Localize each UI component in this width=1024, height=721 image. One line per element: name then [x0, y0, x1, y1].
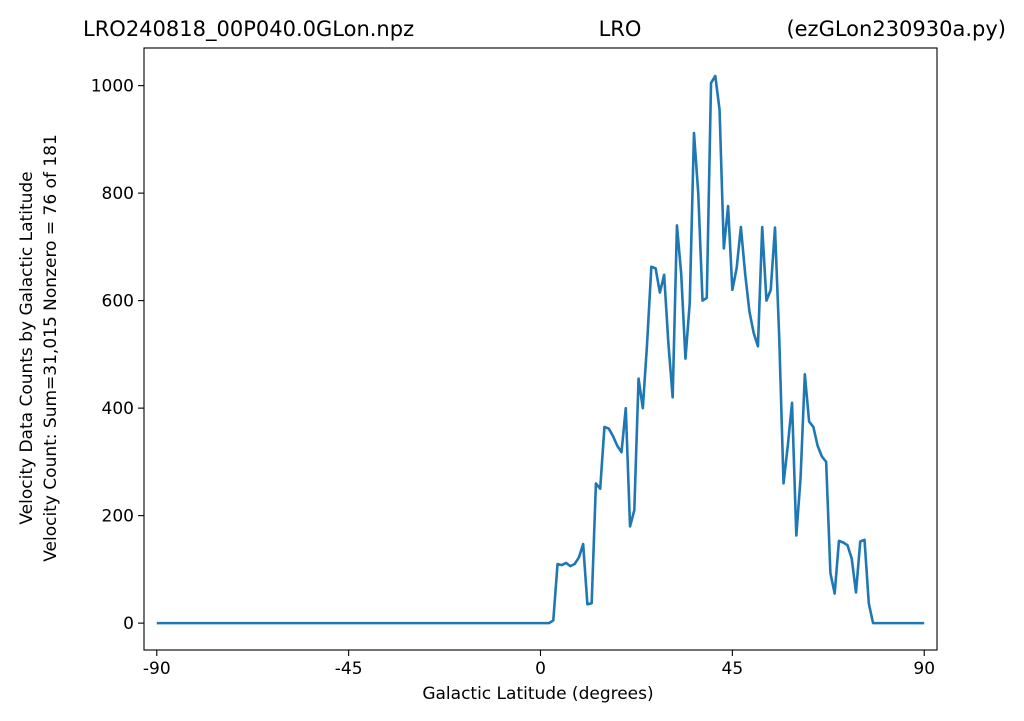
x-tick-label: 90 [913, 659, 935, 679]
y-axis-label-line1: Velocity Data Counts by Galactic Latitud… [17, 171, 37, 524]
y-tick-label: 600 [102, 292, 134, 312]
y-axis-label-line2: Velocity Count: Sum=31,015 Nonzero = 76 … [41, 134, 61, 562]
y-tick-label: 400 [102, 399, 134, 419]
plot-area [143, 47, 938, 651]
x-tick-label: 45 [722, 659, 744, 679]
x-tick-label: 0 [535, 659, 546, 679]
y-tick-label: 1000 [91, 77, 134, 97]
x-axis-label: Galactic Latitude (degrees) [422, 684, 653, 704]
axes-frame [143, 47, 938, 651]
y-tick-label: 800 [102, 184, 134, 204]
series-line-0 [156, 74, 925, 625]
axis-ticks: -90 -45 0 45 90 0 200 400 600 800 1000 [91, 77, 935, 679]
title-center: LRO [599, 17, 642, 41]
title-right: (ezGLon230930a.py) [786, 17, 1006, 41]
x-tick-label: -90 [143, 659, 171, 679]
x-tick-label: -45 [335, 659, 363, 679]
title-left: LRO240818_00P040.0GLon.npz [83, 17, 414, 42]
y-tick-label: 200 [102, 507, 134, 527]
y-tick-label: 0 [123, 614, 134, 634]
